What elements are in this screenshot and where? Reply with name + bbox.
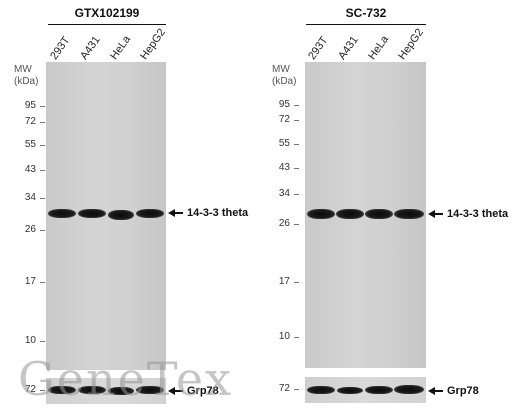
band-target: [48, 209, 76, 218]
band-target: [365, 209, 393, 219]
title-underline-left: [48, 24, 166, 25]
mw-tick: [40, 106, 45, 107]
arrow-shaft: [435, 213, 443, 215]
target-pointer-right: 14-3-3 theta: [428, 208, 508, 220]
band-control: [307, 386, 335, 394]
mw-marker-label: 72: [24, 384, 36, 395]
lane-label: HepG2: [396, 26, 426, 62]
mw-marker-label: 17: [278, 276, 290, 287]
mw-tick: [40, 145, 45, 146]
mw-marker-label: 26: [24, 224, 36, 235]
band-control: [136, 386, 164, 394]
band-target: [108, 210, 134, 220]
mw-marker-label: 43: [278, 162, 290, 173]
mw-tick: [294, 144, 299, 145]
mw-marker-label: 26: [278, 218, 290, 229]
watermark: GeneTex: [18, 352, 234, 406]
band-target: [394, 209, 424, 219]
lane-label: 293T: [48, 34, 73, 62]
mw-tick: [40, 198, 45, 199]
mw-tick: [294, 105, 299, 106]
band-control: [78, 386, 106, 394]
target-pointer-left: 14-3-3 theta: [168, 207, 248, 219]
mw-tick: [294, 282, 299, 283]
mw-tick: [40, 122, 45, 123]
kda-text: (kDa): [14, 76, 39, 87]
target-label: 14-3-3 theta: [187, 207, 249, 219]
mw-marker-label: 55: [24, 139, 36, 150]
arrow-left-icon: [428, 210, 435, 218]
band-control: [394, 385, 424, 394]
mw-tick: [294, 389, 299, 390]
mw-tick: [294, 194, 299, 195]
mw-tick: [294, 120, 299, 121]
band-control: [48, 386, 76, 394]
band-target: [307, 209, 335, 219]
band-control: [108, 387, 134, 395]
lane-label: HeLa: [108, 33, 134, 62]
mw-marker-label: 34: [24, 192, 36, 203]
band-target: [78, 209, 106, 218]
arrow-left-icon: [168, 209, 175, 217]
mw-tick: [294, 224, 299, 225]
band-control: [365, 386, 393, 394]
mw-marker-label: 17: [24, 276, 36, 287]
band-target: [336, 209, 364, 219]
mw-tick: [40, 390, 45, 391]
lane-label: A431: [78, 34, 103, 62]
mw-tick: [40, 230, 45, 231]
mw-text: MW: [14, 64, 32, 75]
mw-tick: [294, 337, 299, 338]
control-pointer-right: Grp78: [428, 385, 479, 397]
control-pointer-left: Grp78: [168, 385, 219, 397]
title-underline-right: [306, 24, 426, 25]
mw-marker-label: 72: [24, 116, 36, 127]
kda-text: (kDa): [272, 76, 297, 87]
mw-tick: [40, 341, 45, 342]
mw-marker-label: 34: [278, 188, 290, 199]
arrow-shaft: [435, 390, 443, 392]
mw-header-left: MW (kDa): [14, 64, 38, 88]
arrow-shaft: [175, 212, 183, 214]
arrow-shaft: [175, 390, 183, 392]
lane-label: HepG2: [138, 26, 168, 62]
lane-label: HeLa: [366, 33, 392, 62]
mw-marker-label: 72: [278, 114, 290, 125]
band-control: [337, 387, 363, 394]
mw-marker-label: 72: [278, 383, 290, 394]
mw-marker-label: 10: [278, 331, 290, 342]
mw-marker-label: 10: [24, 335, 36, 346]
mw-tick: [294, 168, 299, 169]
control-label: Grp78: [447, 385, 479, 397]
panel-title-right: SC-732: [345, 6, 387, 20]
lane-label: A431: [336, 34, 361, 62]
mw-marker-label: 55: [278, 138, 290, 149]
mw-marker-label: 95: [278, 99, 290, 110]
panel-title-left: GTX102199: [74, 6, 140, 20]
lane-label: 293T: [306, 34, 331, 62]
arrow-left-icon: [428, 387, 435, 395]
control-label: Grp78: [187, 385, 219, 397]
arrow-left-icon: [168, 387, 175, 395]
mw-tick: [40, 282, 45, 283]
mw-text: MW: [272, 64, 290, 75]
target-label: 14-3-3 theta: [447, 208, 509, 220]
mw-header-right: MW (kDa): [272, 64, 296, 88]
mw-tick: [40, 170, 45, 171]
mw-marker-label: 95: [24, 100, 36, 111]
mw-marker-label: 43: [24, 164, 36, 175]
band-target: [136, 209, 164, 218]
